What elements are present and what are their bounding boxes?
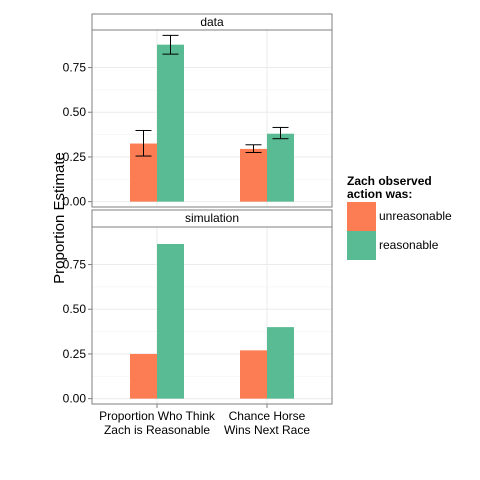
x-tick-label-line: Chance Horse bbox=[229, 409, 306, 423]
bar-data-reasonable-1 bbox=[267, 133, 294, 202]
legend-label-unreasonable: unreasonable bbox=[379, 209, 452, 223]
y-tick-label: 0.25 bbox=[63, 347, 87, 361]
y-tick-label: 0.25 bbox=[63, 150, 87, 164]
y-axis-title: Proportion Estimate bbox=[51, 152, 68, 284]
y-tick-label: 0.75 bbox=[63, 61, 87, 75]
strip-label: simulation bbox=[185, 211, 239, 225]
legend-label-reasonable: reasonable bbox=[379, 238, 439, 252]
bar-data-unreasonable-1 bbox=[240, 148, 267, 202]
strip-label: data bbox=[200, 15, 224, 29]
panel-border bbox=[91, 226, 333, 405]
y-tick-label: 0.50 bbox=[63, 302, 87, 316]
x-tick-label: Proportion Who Think Zach is Reasonable bbox=[99, 409, 216, 437]
legend-title: Zach observed action was: bbox=[347, 175, 467, 201]
legend-title-line: Zach observed bbox=[347, 174, 432, 188]
legend-item-unreasonable: unreasonable bbox=[347, 202, 467, 231]
x-tick-label-line: Zach is Reasonable bbox=[104, 423, 210, 437]
legend-swatch-unreasonable bbox=[347, 202, 376, 231]
legend: Zach observed action was: unreasonable re… bbox=[347, 175, 467, 260]
legend-item-reasonable: reasonable bbox=[347, 231, 467, 260]
panel-data: data 0.00 0.25 0.50 0.75 bbox=[63, 13, 333, 209]
y-tick-label: 0.75 bbox=[63, 258, 87, 272]
y-tick-label: 0.00 bbox=[63, 392, 87, 406]
panel-background bbox=[92, 227, 332, 404]
x-tick-label: Chance Horse Wins Next Race bbox=[224, 409, 310, 437]
bar-simulation-unreasonable-0 bbox=[130, 353, 157, 399]
bar-simulation-reasonable-0 bbox=[157, 243, 184, 399]
x-tick-label-line: Wins Next Race bbox=[224, 423, 310, 437]
y-tick-label: 0.50 bbox=[63, 105, 87, 119]
x-tick-label-line: Proportion Who Think bbox=[99, 409, 216, 423]
bar-data-reasonable-0 bbox=[157, 44, 184, 202]
y-tick-label: 0.00 bbox=[63, 195, 87, 209]
bar-simulation-unreasonable-1 bbox=[240, 350, 267, 399]
panel-simulation: simulation 0.00 0.25 0.50 0.75 Proportion Who… bbox=[63, 209, 333, 437]
legend-title-line: action was: bbox=[347, 187, 413, 201]
legend-swatch-reasonable bbox=[347, 231, 376, 260]
panel-background bbox=[92, 30, 332, 207]
bar-simulation-reasonable-1 bbox=[267, 327, 294, 399]
panel-border bbox=[91, 29, 333, 208]
